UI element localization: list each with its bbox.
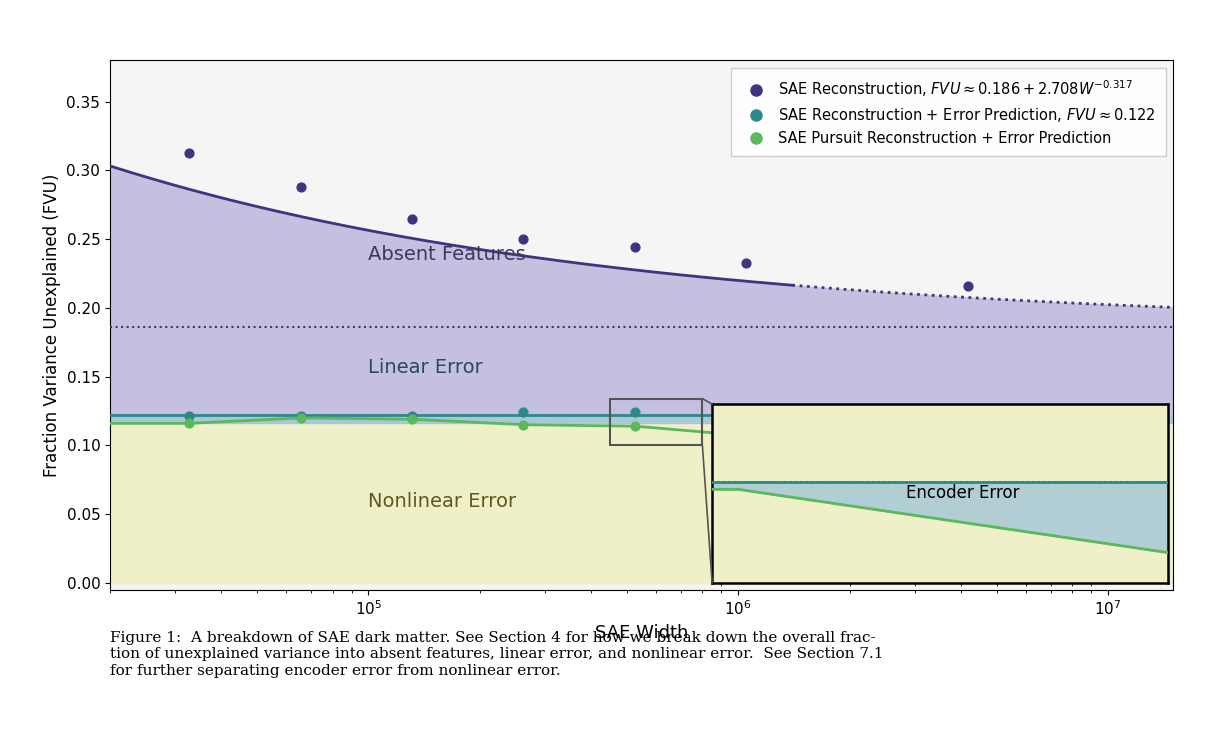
Text: Encoder Error: Encoder Error xyxy=(906,485,1019,503)
Text: Nonlinear Error: Nonlinear Error xyxy=(369,492,517,511)
Point xyxy=(959,280,979,292)
X-axis label: SAE Width: SAE Width xyxy=(595,624,688,642)
Y-axis label: Fraction Variance Unexplained (FVU): Fraction Variance Unexplained (FVU) xyxy=(43,173,61,477)
Point xyxy=(402,212,422,225)
Point xyxy=(180,411,199,423)
Point xyxy=(736,256,755,268)
Point xyxy=(291,181,310,193)
Point xyxy=(513,233,533,245)
Point xyxy=(624,406,644,418)
Point xyxy=(180,147,199,159)
Point xyxy=(513,406,533,418)
Point xyxy=(624,241,644,253)
Point xyxy=(180,417,199,429)
Text: Linear Error: Linear Error xyxy=(369,358,483,376)
Point xyxy=(402,414,422,426)
Point xyxy=(291,411,310,423)
Point xyxy=(624,420,644,432)
Point xyxy=(736,429,755,442)
Point xyxy=(513,419,533,431)
Text: Figure 1:  A breakdown of SAE dark matter. See Section 4 for how we break down t: Figure 1: A breakdown of SAE dark matter… xyxy=(110,631,884,677)
Bar xyxy=(610,398,703,445)
Point xyxy=(291,412,310,424)
Point xyxy=(736,412,755,424)
Text: Absent Features: Absent Features xyxy=(369,245,527,264)
Legend: SAE Reconstruction, $\mathit{FVU}\approx 0.186 + 2.708W^{-0.317}$, SAE Reconstru: SAE Reconstruction, $\mathit{FVU}\approx… xyxy=(731,68,1166,156)
Point xyxy=(402,411,422,423)
